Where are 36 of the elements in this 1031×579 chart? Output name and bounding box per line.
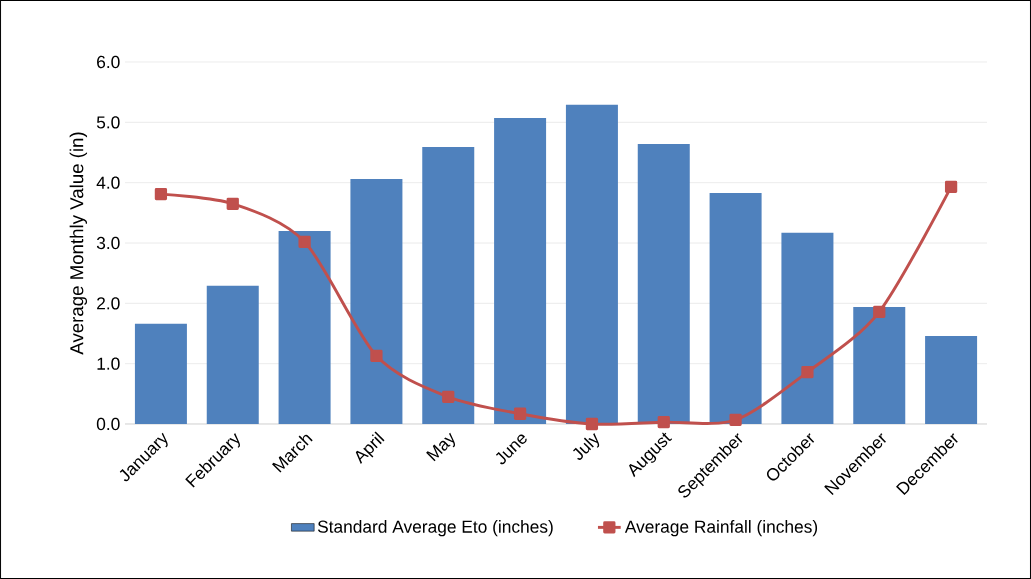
point — [944, 180, 958, 194]
bar — [709, 192, 762, 424]
bar — [565, 104, 618, 424]
point — [442, 390, 455, 403]
y-tick-label: 3.0 — [96, 236, 120, 250]
x-tick-label: July — [573, 433, 600, 460]
y-tick-label: 6.0 — [97, 55, 120, 69]
y-axis-title: Average Monthly Value (in) — [69, 132, 88, 355]
bar — [278, 230, 331, 424]
bar — [494, 118, 547, 424]
y-tick-label: 4.0 — [96, 176, 120, 189]
point — [801, 365, 814, 379]
point — [585, 417, 599, 431]
point — [657, 416, 670, 429]
bar — [781, 232, 834, 424]
point — [298, 235, 311, 248]
point — [154, 187, 168, 201]
point — [729, 413, 742, 426]
bar — [350, 179, 403, 424]
x-tick-label: May — [426, 432, 456, 462]
y-tick-label: 2.0 — [97, 297, 120, 310]
point — [226, 197, 239, 210]
y-tick-label: 5.0 — [96, 116, 120, 129]
bar — [925, 335, 978, 424]
point — [370, 349, 383, 362]
legend-label: Average Rainfall (inches) — [624, 520, 818, 537]
point — [513, 407, 527, 420]
bar — [134, 323, 187, 424]
y-tick-label: 1.0 — [97, 357, 120, 370]
bar — [853, 306, 906, 424]
y-tick-label: 0.0 — [96, 417, 120, 431]
legend-label: Standard Average Eto (inches) — [317, 520, 553, 537]
bar — [422, 147, 475, 424]
bar — [637, 144, 690, 424]
bar — [206, 285, 259, 424]
point — [873, 305, 886, 318]
